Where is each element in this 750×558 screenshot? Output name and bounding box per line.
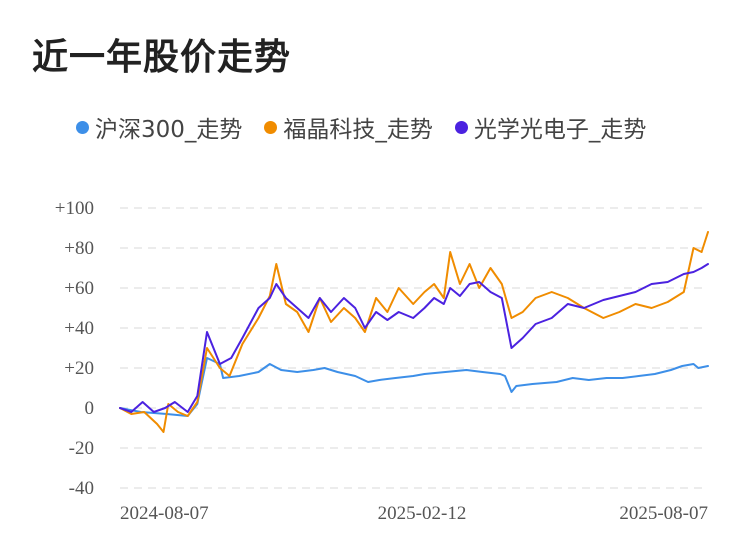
y-tick-label: -40 xyxy=(69,478,94,499)
x-tick-label: 2024-08-07 xyxy=(120,503,209,524)
x-tick-label: 2025-02-12 xyxy=(378,503,467,524)
legend-item-fujing[interactable]: 福晶科技_走势 xyxy=(264,110,433,144)
y-tick-label: +80 xyxy=(64,238,94,259)
legend-label: 福晶科技_走势 xyxy=(283,117,433,143)
legend-dot-icon xyxy=(454,120,468,134)
x-tick-label: 2025-08-07 xyxy=(619,503,708,524)
series-line-0 xyxy=(119,357,709,417)
y-tick-label: +20 xyxy=(64,358,94,379)
legend-dot-icon xyxy=(76,120,89,134)
y-tick-label: +100 xyxy=(55,198,94,219)
legend: 沪深300_走势 福晶科技_走势 光学光电子_走势 xyxy=(76,110,646,144)
y-tick-label: 0 xyxy=(85,398,95,419)
legend-item-optical[interactable]: 光学光电子_走势 xyxy=(454,110,647,144)
series-line-1 xyxy=(119,231,709,433)
legend-dot-icon xyxy=(264,120,278,134)
legend-label: 沪深300_走势 xyxy=(95,117,243,143)
y-tick-label: -20 xyxy=(69,438,94,459)
series-line-2 xyxy=(119,263,709,413)
legend-label: 光学光电子_走势 xyxy=(473,117,647,143)
y-tick-label: +60 xyxy=(64,278,94,299)
chart-title: 近一年股价走势 xyxy=(32,37,292,78)
y-tick-label: +40 xyxy=(64,318,94,339)
legend-item-hs300[interactable]: 沪深300_走势 xyxy=(76,110,242,144)
